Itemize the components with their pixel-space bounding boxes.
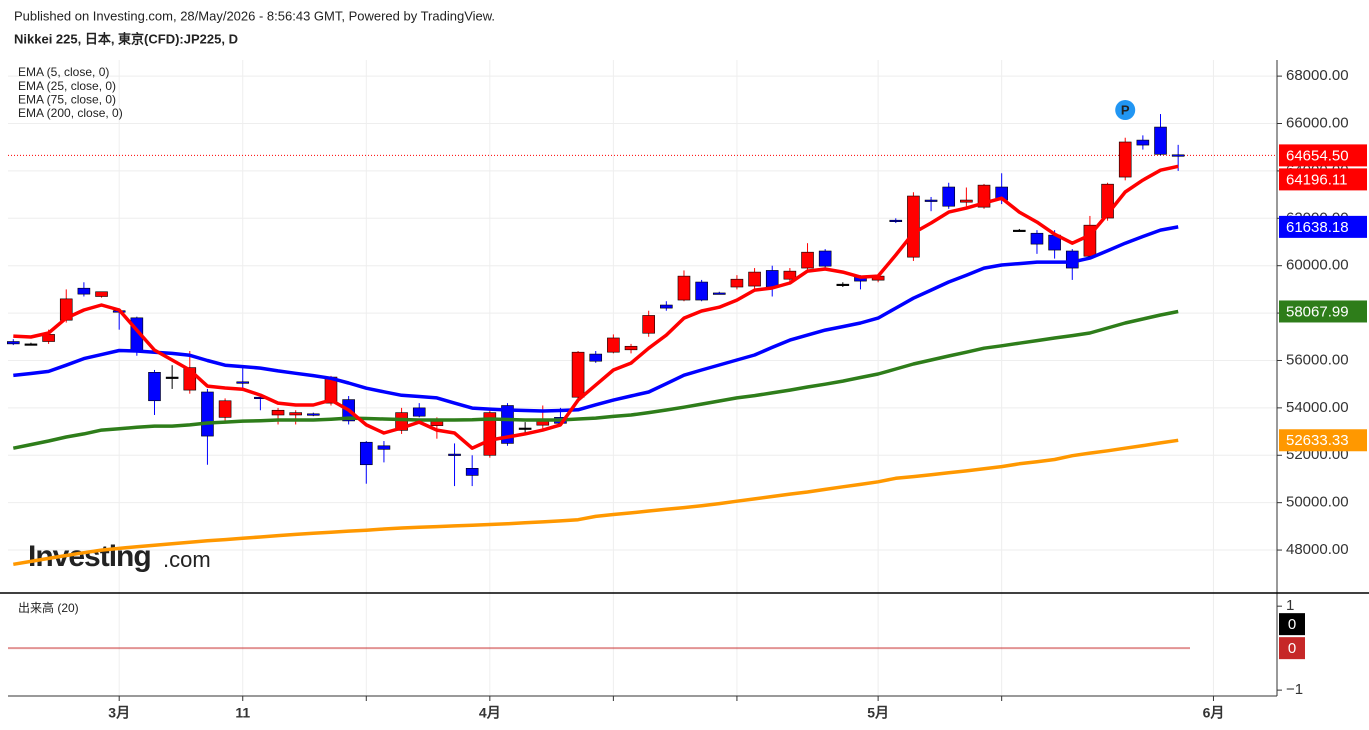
ema-line: [13, 225, 1179, 413]
price-box-label: 64196.11: [1286, 171, 1347, 188]
ema-line: [13, 164, 1179, 450]
y-tick-label: 66000.00: [1286, 114, 1349, 131]
candle-body: [77, 287, 91, 295]
volume-label: 0: [1288, 616, 1296, 633]
candle-body: [942, 186, 956, 207]
candle-body: [712, 292, 726, 295]
candle-body: [624, 345, 638, 351]
panel-title: 出来高 (20): [18, 600, 79, 615]
price-box: [1279, 300, 1367, 323]
candle-body: [607, 337, 620, 353]
x-tick-label: 5月: [867, 705, 889, 721]
candle-body: [836, 283, 850, 286]
ema-line: [12, 309, 1179, 450]
x-tick-label: 3月: [108, 705, 130, 721]
y-tick-label: 50000.00: [1286, 494, 1349, 511]
price-box-label: 64654.50: [1286, 147, 1349, 164]
candle-body: [730, 278, 744, 288]
candle-body: [24, 343, 38, 346]
candle-body: [483, 412, 497, 456]
price-box: [1279, 144, 1367, 167]
y-tick-label: 56000.00: [1286, 351, 1349, 368]
y-tick-label: 1: [1286, 597, 1294, 614]
candle-body: [589, 353, 603, 362]
candle-body: [289, 412, 302, 416]
legend-entry: EMA (200, close, 0): [18, 106, 123, 120]
candle-body: [924, 199, 938, 202]
volume-ma-label: 0: [1288, 640, 1296, 657]
candle-body: [1013, 229, 1026, 232]
marker: [1115, 100, 1136, 121]
candle-body: [448, 453, 461, 456]
price-box: [1279, 215, 1367, 238]
y-tick-label: 54000.00: [1286, 399, 1349, 416]
candle-body: [642, 315, 655, 334]
candle-body: [677, 275, 691, 301]
candle-body: [236, 381, 250, 384]
x-tick-label: 4月: [479, 705, 501, 721]
chart-title: Nikkei 225, 日本, 東京(CFD):JP225, D: [14, 31, 238, 46]
candle-body: [148, 372, 161, 402]
subtitle: Published on Investing.com, 28/May/2026 …: [14, 8, 495, 23]
volume-ma-box: [1279, 637, 1305, 660]
candle-body: [1136, 139, 1150, 146]
candle-body: [960, 199, 973, 203]
price-box-label: 61638.18: [1286, 219, 1349, 236]
volume-box: [1279, 613, 1305, 636]
candle-body: [571, 351, 585, 398]
price-box: [1279, 429, 1367, 452]
candle-body: [907, 195, 920, 258]
candle-body: [6, 341, 20, 345]
legend-entry: EMA (5, close, 0): [18, 65, 109, 79]
candle-body: [1171, 154, 1185, 157]
candle-body: [359, 441, 373, 466]
y-tick-label: −1: [1286, 681, 1303, 698]
candle-body: [748, 271, 761, 287]
marker-label: P: [1121, 102, 1130, 117]
candle-body: [201, 391, 214, 437]
price-box: [1279, 168, 1367, 191]
candle-body: [818, 250, 832, 267]
watermark: Investing: [28, 540, 151, 573]
x-tick-label: 11: [235, 705, 250, 721]
candle-body: [1118, 141, 1132, 178]
candle-body: [801, 251, 814, 269]
y-tick-label: 60000.00: [1286, 257, 1349, 274]
price-box-label: 52633.33: [1286, 432, 1349, 449]
candle-body: [695, 281, 708, 301]
candle-body: [1030, 232, 1044, 245]
candle-body: [660, 304, 673, 309]
y-tick-label: 68000.00: [1286, 67, 1349, 84]
candle-body: [765, 270, 779, 288]
candle-body: [377, 445, 391, 450]
ema-line: [13, 438, 1179, 567]
x-tick-label: 6月: [1203, 705, 1225, 721]
watermark: .com: [163, 547, 211, 572]
candle-body: [412, 407, 426, 417]
candle-body: [465, 468, 479, 476]
candle-body: [889, 219, 903, 222]
candle-body: [501, 405, 514, 444]
candle-body: [218, 400, 232, 418]
candle-body: [783, 270, 797, 280]
candle-body: [95, 291, 108, 297]
candle-body: [307, 413, 320, 416]
price-box-label: 58067.99: [1286, 303, 1349, 320]
legend-entry: EMA (25, close, 0): [18, 79, 116, 93]
legend-entry: EMA (75, close, 0): [18, 92, 116, 106]
y-tick-label: 48000.00: [1286, 541, 1349, 558]
candle-body: [165, 376, 179, 379]
candle-body: [518, 427, 532, 430]
candle-body: [271, 409, 285, 416]
candle-body: [1154, 126, 1167, 155]
